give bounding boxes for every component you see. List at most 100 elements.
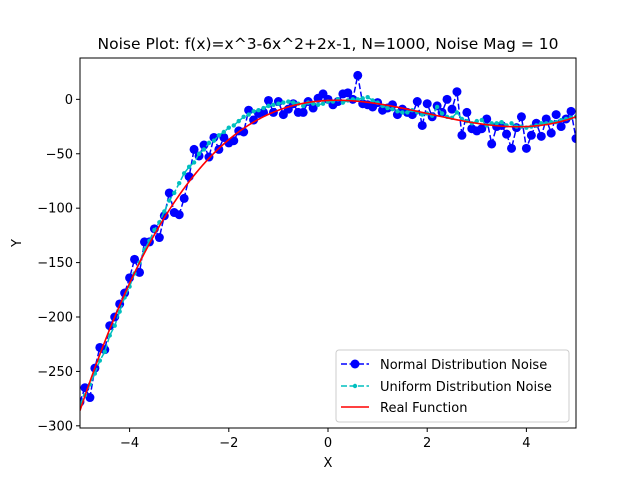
normal-noise-point [298,107,308,117]
uniform-noise-point [261,105,266,111]
y-tick-label: −50 [46,147,73,162]
uniform-noise-point [439,111,445,116]
series-normal-line [80,75,576,403]
x-tick-label: −4 [120,436,139,451]
x-axis: −4 −2 0 2 4 [120,428,531,451]
normal-noise-point [462,107,472,117]
uniform-noise-point [196,151,202,156]
uniform-noise-point [400,110,405,115]
legend-label-real: Real Function [380,401,467,416]
normal-noise-point [343,88,353,98]
uniform-noise-point [499,120,504,125]
normal-noise-point [516,112,526,122]
normal-noise-point [174,210,184,220]
normal-noise-point [526,130,536,140]
normal-noise-point [249,115,259,125]
normal-noise-point [422,99,432,109]
normal-noise-point [229,136,239,146]
uniform-noise-point [181,171,187,176]
uniform-noise-point [301,103,306,109]
uniform-noise-point [509,121,514,126]
x-axis-label: X [324,456,333,471]
legend-item-real: Real Function [341,401,467,416]
uniform-noise-point [405,110,410,115]
legend: Normal Distribution Noise Uniform Distri… [335,349,570,423]
normal-noise-point [164,188,174,198]
normal-noise-point [546,128,556,138]
normal-noise-point [85,393,95,403]
normal-noise-point [541,114,551,124]
x-tick-label: 2 [423,436,431,451]
uniform-noise-point [360,96,365,101]
normal-noise-point [566,106,576,116]
y-tick-label: −100 [37,202,73,217]
uniform-noise-point [291,100,296,105]
uniform-noise-point [226,125,231,130]
uniform-noise-point [271,102,276,107]
uniform-noise-point [201,147,207,152]
normal-noise-point [154,233,164,243]
uniform-noise-point [365,94,370,100]
uniform-noise-point [251,109,256,114]
uniform-noise-point [246,112,251,117]
uniform-noise-point [479,117,484,123]
legend-label-normal: Normal Distribution Noise [380,358,547,373]
normal-noise-point [502,129,512,139]
uniform-noise-point [162,209,167,214]
uniform-noise-point [152,227,157,233]
uniform-noise-point [107,333,112,338]
uniform-noise-point [266,103,271,109]
uniform-noise-point [102,349,108,355]
normal-noise-point [417,120,427,130]
y-tick-label: −150 [37,256,73,271]
uniform-noise-point [241,114,246,119]
y-tick-label: −250 [37,365,73,380]
normal-noise-point [308,103,318,113]
y-axis: 0 −50 −100 −150 −200 −250 −300 [37,93,80,434]
x-tick-label: 0 [324,436,332,451]
uniform-noise-point [286,99,291,104]
uniform-noise-point [454,110,460,115]
uniform-noise-point [216,133,222,138]
uniform-noise-point [385,105,390,111]
uniform-noise-point [370,98,375,103]
legend-item-normal: Normal Distribution Noise [341,358,547,373]
uniform-noise-point [231,123,236,128]
normal-noise-point [571,134,576,144]
normal-noise-point [457,130,467,140]
normal-noise-point [353,70,363,80]
series-layer [80,70,576,411]
normal-noise-point [477,124,487,134]
normal-noise-point [507,143,517,153]
normal-noise-point [447,104,457,114]
x-tick-label: −2 [219,436,238,451]
uniform-noise-point [420,112,425,117]
normal-noise-point [442,94,452,104]
normal-noise-point [556,122,566,132]
normal-noise-point [412,97,422,107]
legend-frame [335,349,570,423]
uniform-noise-point [315,102,321,107]
chart-title: Noise Plot: f(x)=x^3-6x^2+2x-1, N=1000, … [98,35,559,53]
uniform-noise-point [211,138,217,143]
uniform-noise-point [186,164,192,170]
y-tick-label: −200 [37,311,73,326]
uniform-noise-point [281,100,286,105]
uniform-noise-point [340,100,346,105]
normal-noise-point [482,114,492,124]
normal-noise-point [551,110,561,120]
y-tick-label: 0 [65,93,73,108]
normal-noise-point [204,152,214,162]
normal-noise-point [199,140,209,150]
legend-swatch-uniform-marker [352,383,358,389]
uniform-noise-point [191,160,197,165]
uniform-noise-point [395,109,400,114]
uniform-noise-point [434,104,440,110]
legend-swatch-normal-marker [350,359,360,369]
uniform-noise-point [221,129,227,135]
normal-noise-point [452,87,462,97]
uniform-noise-point [390,106,395,112]
normal-noise-point [259,107,269,117]
uniform-noise-point [206,140,212,146]
